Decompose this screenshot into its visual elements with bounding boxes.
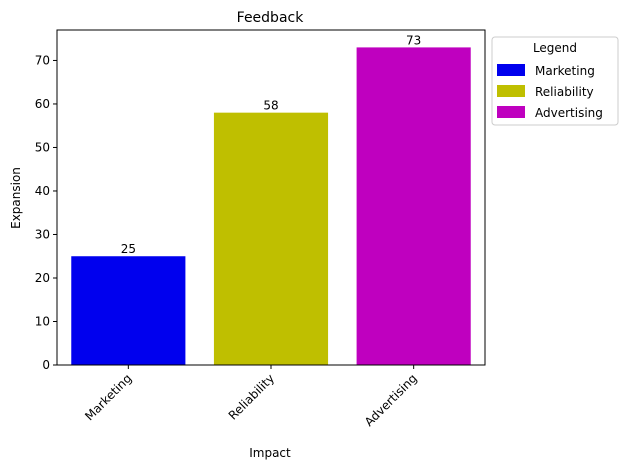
data-label-reliability: 58 (263, 99, 278, 113)
axes-frame (56, 29, 486, 366)
legend-items: Marketing Reliability Advertising (497, 64, 603, 120)
data-label-marketing: 25 (121, 242, 136, 256)
plot-area: 25 Marketing 58 Reliability 73 Advertising 0 10… (35, 29, 486, 429)
legend-label-advertising: Advertising (535, 106, 603, 120)
y-tick-label: 10 (35, 314, 50, 328)
x-tick-label: Marketing (82, 371, 134, 423)
legend-title: Legend (533, 41, 577, 55)
x-tick-label: Advertising (362, 371, 420, 429)
y-tick-label: 70 (35, 53, 50, 67)
legend: Legend Marketing Reliability Advertising (491, 36, 619, 126)
y-tick-label: 30 (35, 227, 50, 241)
legend-swatch-marketing (497, 64, 525, 76)
x-axis-label: Impact (249, 446, 291, 460)
legend-label-marketing: Marketing (535, 64, 595, 78)
data-label-advertising: 73 (406, 33, 421, 47)
y-tick-label: 60 (35, 97, 50, 111)
legend-label-reliability: Reliability (535, 85, 594, 99)
y-tick-label: 50 (35, 140, 50, 154)
bar-marketing (71, 256, 186, 365)
legend-frame (491, 36, 619, 126)
legend-swatch-reliability (497, 85, 525, 97)
y-tick-label: 40 (35, 184, 50, 198)
y-axis-label: Expansion (9, 167, 23, 229)
bar-advertising (356, 47, 471, 366)
x-tick-label: Reliability (226, 371, 277, 422)
chart-title: Feedback (237, 10, 305, 26)
y-tick-label: 0 (42, 358, 50, 372)
legend-swatch-advertising (497, 106, 525, 118)
bar-reliability (213, 112, 329, 365)
y-tick-label: 20 (35, 271, 50, 285)
